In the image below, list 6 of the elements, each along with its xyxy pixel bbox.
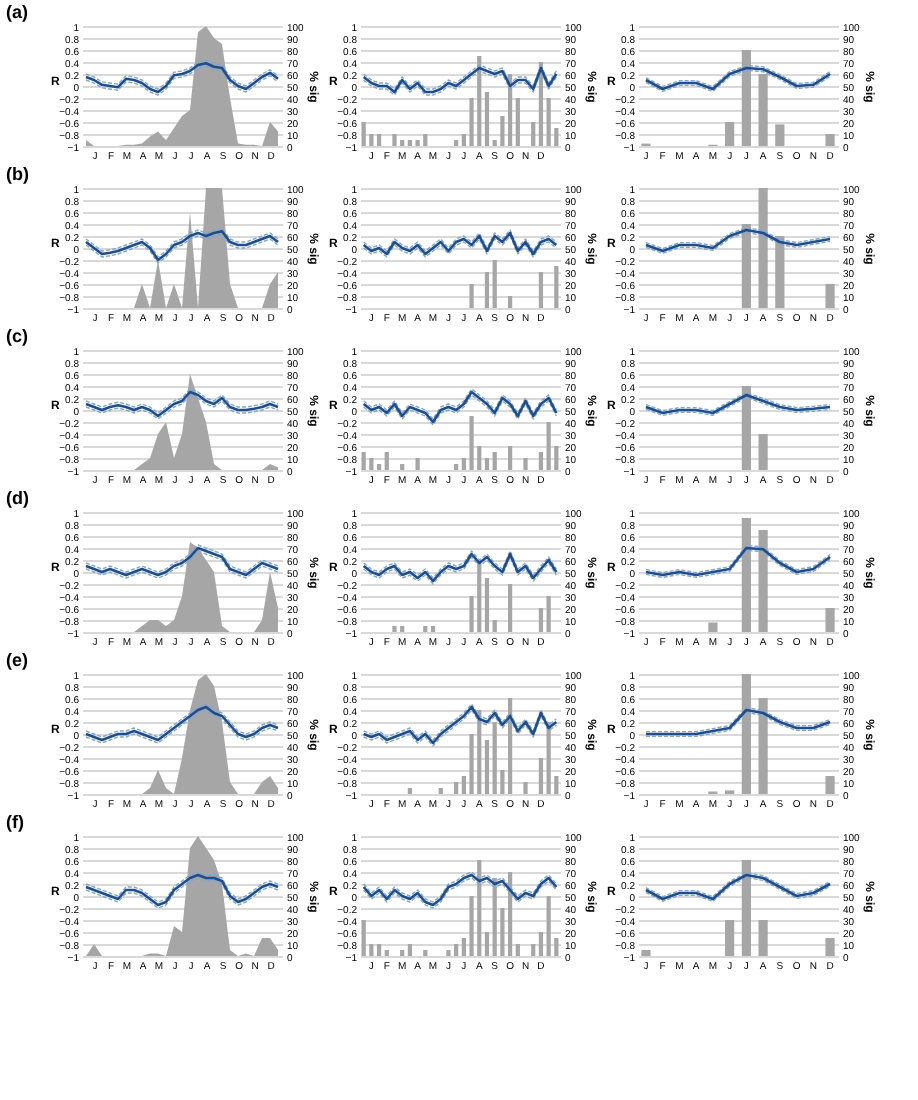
chart-title: (b) [5, 164, 29, 184]
chart-title: (c) [5, 326, 28, 346]
chart-title: (e) [5, 650, 28, 670]
chart-title: (a) [5, 2, 28, 22]
chart-title: (f) [5, 812, 24, 832]
chart-title: (d) [5, 488, 29, 508]
